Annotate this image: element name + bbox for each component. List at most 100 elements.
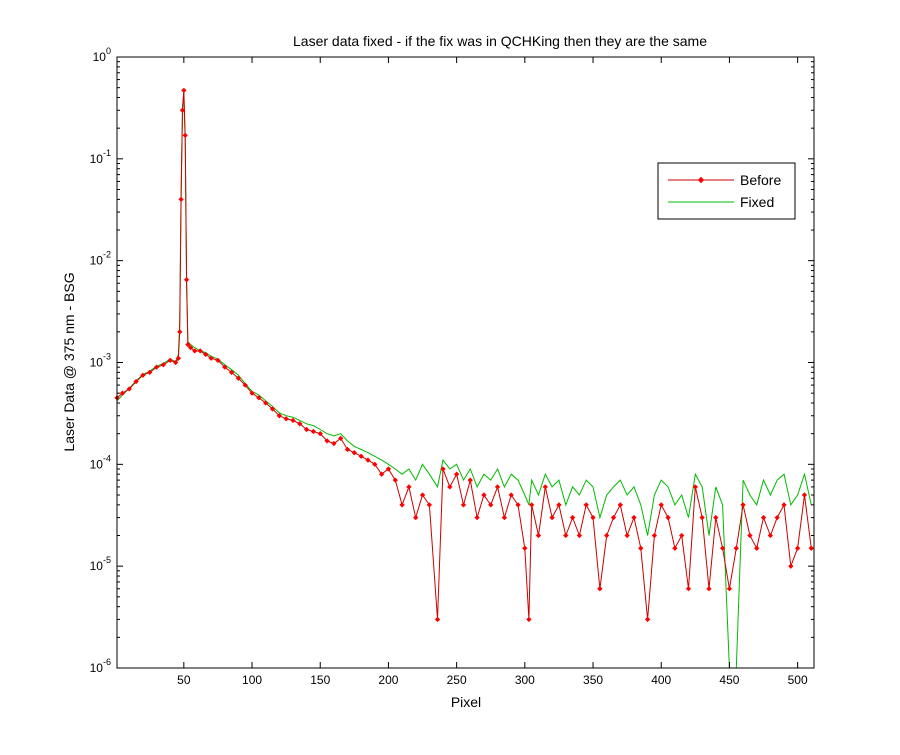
data-point-before [631, 514, 637, 521]
legend-marker-before [697, 176, 705, 184]
y-tick-label: 10-1 [90, 148, 111, 166]
data-point-before [297, 421, 303, 427]
data-point-before [747, 532, 753, 539]
data-point-before [440, 466, 446, 472]
legend-label-before: Before [740, 172, 781, 188]
data-point-before [242, 382, 248, 388]
data-point-before [781, 502, 787, 508]
data-point-before [331, 440, 337, 447]
x-tick-label: 250 [447, 673, 467, 687]
data-point-before [392, 477, 399, 483]
data-point-before [542, 484, 549, 490]
data-point-before [317, 430, 323, 437]
data-point-before [140, 372, 146, 378]
data-point-before [685, 586, 692, 592]
y-tick-label: 10-3 [90, 352, 111, 370]
data-point-before [178, 196, 184, 203]
data-point-before [794, 545, 801, 551]
legend-box [657, 162, 796, 220]
x-tick-label: 350 [583, 673, 603, 687]
data-point-before [624, 532, 630, 539]
data-point-before [146, 369, 153, 376]
data-point-before [303, 426, 310, 433]
data-point-before [576, 532, 583, 539]
data-point-before [535, 532, 542, 539]
x-tick-label: 400 [651, 673, 671, 687]
y-tick-label: 100 [93, 46, 111, 64]
data-point-before [665, 514, 671, 521]
data-point-before [528, 502, 535, 508]
data-point-before [426, 502, 433, 508]
data-point-before [699, 514, 705, 521]
data-point-before [597, 586, 603, 592]
data-point-before [310, 428, 317, 435]
data-point-before [183, 276, 190, 283]
data-point-before [351, 449, 358, 456]
data-point-before [133, 378, 139, 385]
data-point-before [412, 514, 419, 521]
data-point-before [167, 357, 173, 364]
data-point-before [590, 514, 596, 521]
data-point-before [583, 502, 589, 508]
data-point-before [276, 412, 283, 419]
y-tick-label: 10-4 [90, 453, 111, 471]
data-point-before [153, 364, 160, 370]
data-point-before [774, 514, 780, 521]
data-point-before [740, 502, 746, 508]
data-point-before [337, 435, 344, 442]
data-point-before [385, 466, 392, 472]
data-point-before [256, 395, 262, 401]
data-point-before [733, 545, 740, 551]
data-point-before [187, 344, 194, 351]
data-point-before [617, 502, 624, 508]
data-point-before [678, 532, 685, 539]
x-axis-label: Pixel [451, 694, 481, 710]
data-point-before [556, 502, 562, 508]
y-tick-label: 10-5 [90, 555, 111, 573]
data-point-before [358, 453, 364, 460]
data-point-before [126, 386, 133, 392]
data-point-before [160, 362, 167, 368]
data-point-before [175, 355, 182, 362]
data-point-before [176, 329, 183, 335]
data-point-before [487, 502, 494, 508]
data-point-before [719, 545, 726, 551]
data-point-before [474, 514, 480, 521]
data-point-before [501, 514, 508, 521]
x-tick-label: 200 [378, 673, 398, 687]
data-point-before [672, 545, 678, 551]
data-point-before [172, 359, 179, 366]
data-point-before [215, 357, 221, 364]
data-point-before [453, 471, 460, 477]
data-point-before [515, 502, 521, 508]
data-point-before [235, 375, 242, 382]
data-point-before [610, 514, 617, 521]
data-point-before [119, 390, 126, 396]
data-point-before [801, 492, 808, 498]
data-point-before [638, 545, 644, 551]
data-point-before [760, 514, 767, 521]
data-point-before [644, 616, 651, 623]
data-point-before [262, 400, 269, 406]
y-tick-label: 10-6 [90, 657, 111, 675]
data-point-before [185, 341, 191, 348]
data-point-before [290, 417, 296, 424]
y-tick-label: 10-2 [90, 250, 111, 268]
data-point-before [222, 364, 228, 370]
x-tick-label: 100 [242, 673, 262, 687]
x-tick-label: 450 [719, 673, 739, 687]
data-point-before [181, 87, 187, 94]
data-point-before [522, 545, 528, 551]
data-point-before [508, 492, 514, 498]
data-point-before [706, 586, 712, 592]
data-point-before [202, 351, 209, 358]
data-point-before [481, 492, 487, 498]
data-point-before [191, 348, 198, 354]
data-point-before [365, 457, 371, 463]
y-axis-label: Laser Data @ 375 nm - BSG [61, 272, 77, 451]
data-point-before [460, 502, 467, 508]
data-point-before [788, 563, 794, 569]
data-point-before [713, 514, 719, 521]
data-point-before [651, 532, 658, 539]
data-point-before [197, 348, 203, 354]
